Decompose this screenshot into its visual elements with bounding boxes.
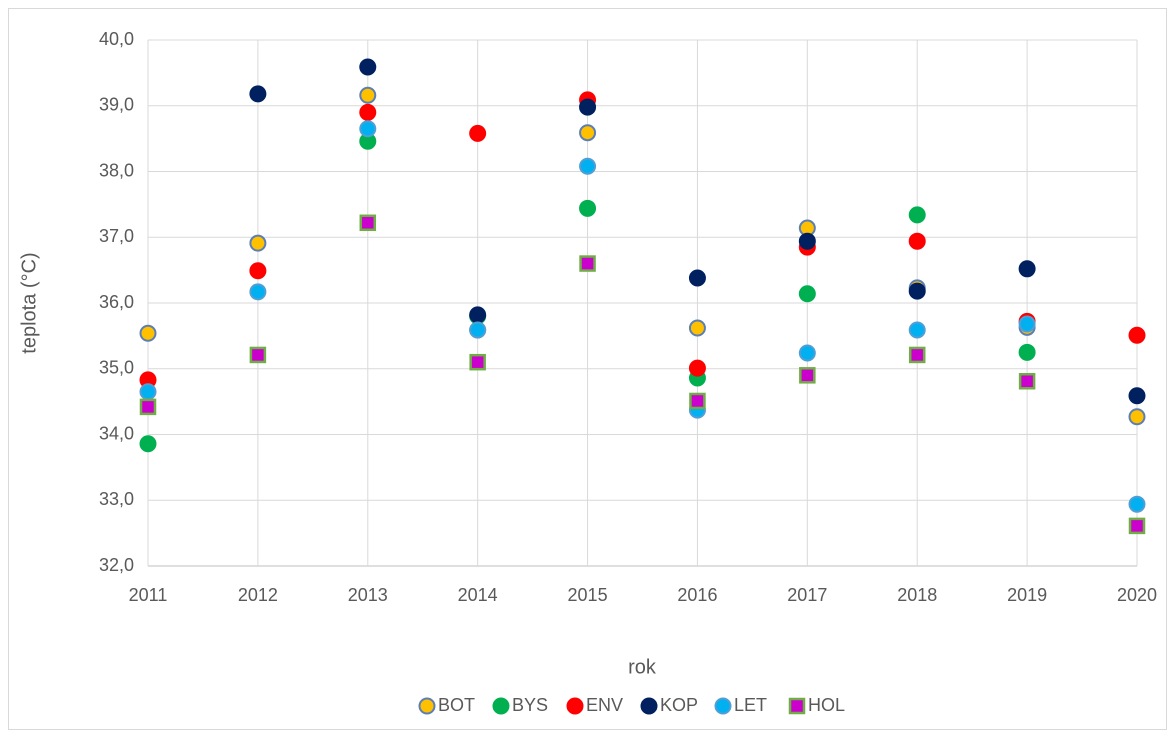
- marker: [688, 269, 706, 287]
- y-tick-label: 35,0: [99, 358, 134, 378]
- y-tick-label: 33,0: [99, 489, 134, 509]
- marker: [469, 306, 487, 324]
- legend-marker: [788, 697, 806, 715]
- legend-marker: [418, 697, 436, 715]
- x-tick-label: 2013: [348, 585, 388, 605]
- marker: [249, 85, 267, 103]
- marker: [359, 103, 377, 121]
- marker: [579, 199, 597, 217]
- marker: [579, 124, 597, 142]
- y-tick-label: 32,0: [99, 555, 134, 575]
- marker: [689, 392, 706, 410]
- marker: [1128, 495, 1146, 513]
- x-tick-label: 2012: [238, 585, 278, 605]
- marker: [249, 346, 267, 364]
- x-tick-label: 2015: [568, 585, 608, 605]
- marker: [908, 346, 926, 364]
- x-tick-label: 2020: [1117, 585, 1157, 605]
- marker: [359, 58, 377, 76]
- y-tick-label: 37,0: [99, 226, 134, 246]
- legend-label: LET: [734, 695, 767, 715]
- x-tick-label: 2016: [677, 585, 717, 605]
- marker: [1018, 343, 1036, 361]
- x-tick-label: 2018: [897, 585, 937, 605]
- marker: [139, 398, 157, 416]
- y-tick-label: 34,0: [99, 423, 134, 443]
- marker: [908, 206, 926, 224]
- y-axis-title: teplota (°C): [18, 252, 40, 353]
- marker: [139, 435, 157, 453]
- marker: [579, 157, 597, 175]
- marker: [908, 232, 926, 250]
- marker: [1128, 408, 1146, 426]
- marker: [1018, 260, 1036, 278]
- marker: [908, 282, 926, 300]
- x-tick-label: 2011: [129, 585, 168, 605]
- legend-label: BYS: [512, 695, 548, 715]
- legend-marker: [640, 697, 658, 715]
- legend-label: KOP: [660, 695, 698, 715]
- marker: [579, 255, 596, 272]
- legend-label: HOL: [808, 695, 845, 715]
- marker: [1128, 326, 1146, 344]
- marker: [469, 353, 486, 371]
- x-tick-label: 2017: [787, 585, 827, 605]
- legend-marker: [492, 697, 510, 715]
- y-tick-label: 36,0: [99, 292, 134, 312]
- x-axis-title: rok: [628, 656, 657, 678]
- x-tick-label: 2014: [458, 585, 498, 605]
- marker: [1018, 372, 1036, 390]
- marker: [798, 232, 816, 250]
- marker: [469, 321, 487, 339]
- marker: [688, 359, 706, 377]
- marker: [249, 283, 267, 301]
- marker: [688, 319, 706, 337]
- marker: [139, 383, 157, 401]
- marker: [798, 285, 816, 303]
- marker: [359, 214, 377, 232]
- marker: [798, 344, 816, 362]
- legend-label: BOT: [438, 695, 475, 715]
- legend-label: ENV: [586, 695, 623, 715]
- marker: [139, 324, 157, 342]
- marker: [1018, 315, 1036, 333]
- x-tick-label: 2019: [1007, 585, 1047, 605]
- marker: [908, 321, 926, 339]
- marker: [1128, 387, 1146, 405]
- marker: [579, 98, 597, 116]
- marker: [469, 124, 487, 142]
- legend-marker: [566, 697, 584, 715]
- y-tick-label: 40,0: [99, 29, 134, 49]
- legend-marker: [714, 697, 732, 715]
- marker: [249, 234, 267, 252]
- marker: [799, 367, 816, 384]
- y-tick-label: 39,0: [99, 95, 134, 115]
- marker: [249, 262, 267, 280]
- y-tick-label: 38,0: [99, 160, 134, 180]
- marker: [359, 120, 377, 138]
- marker: [1128, 517, 1146, 535]
- marker: [359, 86, 377, 104]
